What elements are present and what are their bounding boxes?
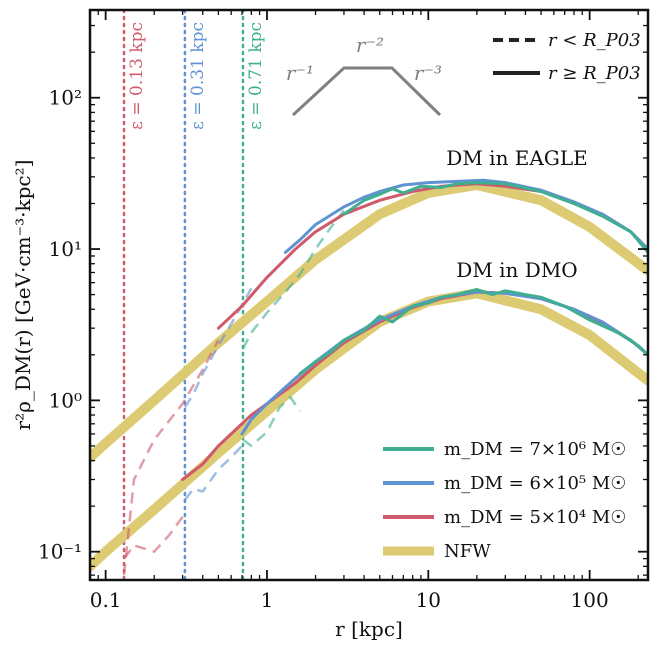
- series-line-eagle-7: [342, 181, 648, 254]
- softening-label-0: ε = 0.13 kpc: [127, 22, 147, 130]
- legend-label-3: NFW: [444, 541, 491, 562]
- overlay-layer: ε = 0.13 kpc ε = 0.31 kpc ε = 0.71 kpc r⁻¹ r…: [127, 22, 641, 562]
- style-legend-solid-label: r ≥ R_P03: [548, 63, 641, 84]
- legend-label-1: m_DM = 6×10⁵ M☉: [444, 473, 626, 494]
- data-layer: [90, 10, 648, 580]
- x-tick-label-1: 1: [261, 588, 274, 612]
- softening-label-2: ε = 0.71 kpc: [246, 22, 266, 130]
- axis-layer: 0.1 1 10 100 10⁻¹ 10⁰ 10¹ 10² r [kpc] r²ρ_DM(r) […: [11, 10, 648, 641]
- y-tick-label-2: 10¹: [49, 237, 82, 261]
- y-tick-label-0: 10⁻¹: [38, 540, 82, 564]
- x-tick-label-2: 10: [416, 588, 441, 612]
- series-line-eagle-4: [241, 209, 345, 350]
- series-line-eagle-6: [283, 178, 648, 254]
- series-line-eagle-2: [122, 339, 220, 576]
- slope-label-0: r⁻¹: [286, 61, 314, 85]
- series-line-dmo-9: [183, 445, 243, 501]
- eagle-annotation: DM in EAGLE: [446, 146, 587, 170]
- x-tick-label-0: 0.1: [90, 588, 122, 612]
- y-axis-label: r²ρ_DM(r) [GeV·cm⁻³·kpc²]: [11, 160, 35, 431]
- x-tick-label-3: 100: [571, 588, 609, 612]
- series-line-dmo-13: [298, 288, 648, 376]
- x-axis-label: r [kpc]: [335, 617, 403, 641]
- y-tick-label-3: 10²: [49, 86, 82, 110]
- series-line-nfw-0: [90, 180, 648, 463]
- series-line-nfw-1: [90, 288, 648, 572]
- series-line-dmo-12: [240, 290, 648, 436]
- y-tick-label-1: 10⁰: [49, 388, 82, 412]
- legend-label-0: m_DM = 7×10⁶ M☉: [444, 439, 626, 460]
- slope-label-1: r⁻²: [356, 33, 384, 57]
- legend-label-2: m_DM = 5×10⁴ M☉: [444, 507, 626, 528]
- series-line-dmo-10: [242, 395, 301, 448]
- slope-diagram: [291, 66, 442, 117]
- softening-label-1: ε = 0.31 kpc: [188, 22, 208, 130]
- series-line-dmo-8: [123, 516, 184, 560]
- dmo-annotation: DM in DMO: [456, 258, 577, 282]
- series-line-eagle-3: [183, 287, 253, 408]
- slope-label-2: r⁻³: [414, 61, 442, 85]
- style-legend-dash-label: r < R_P03: [548, 30, 641, 51]
